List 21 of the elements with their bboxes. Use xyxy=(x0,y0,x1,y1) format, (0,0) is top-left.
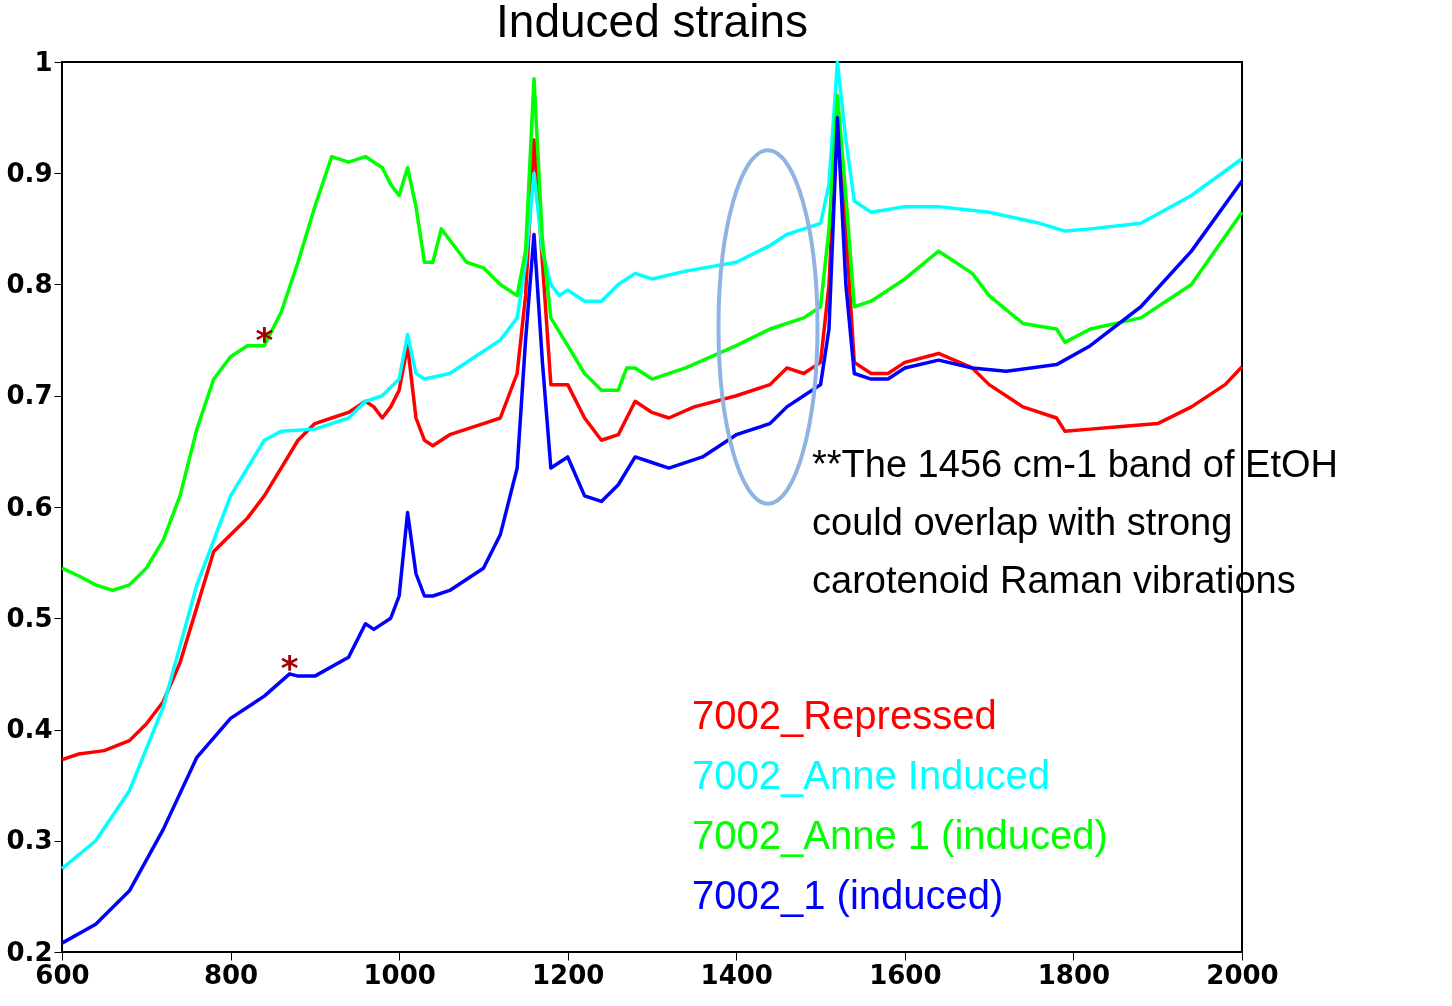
x-tick-label: 2000 xyxy=(1206,959,1279,990)
text: 7002_Repressed xyxy=(692,693,997,737)
text: 7002_Anne 1 (induced) xyxy=(692,813,1108,857)
x-tick-label: 1400 xyxy=(700,959,773,990)
y-tick-label: 0.3 xyxy=(6,825,53,856)
x-tick-label: 1600 xyxy=(869,959,942,990)
text: 7002_1 (induced) xyxy=(692,873,1004,917)
y-tick-label: 0.6 xyxy=(6,491,53,522)
y-tick-label: 1 xyxy=(34,46,53,77)
x-tick-label: 1200 xyxy=(532,959,605,990)
x-tick-label: 800 xyxy=(203,959,259,990)
y-tick-label: 0.7 xyxy=(6,380,53,411)
y-tick-label: 0.9 xyxy=(6,157,53,188)
text: 7002_Anne Induced xyxy=(692,753,1051,797)
y-tick-label: 0.4 xyxy=(6,714,53,744)
y-tick-label: 0.5 xyxy=(6,602,53,633)
annotation: * xyxy=(280,647,299,688)
x-tick-label: 1800 xyxy=(1037,959,1111,990)
y-tick-label: 0.8 xyxy=(6,269,53,299)
chart-title: Induced strains xyxy=(496,0,808,47)
x-tick-label: 1000 xyxy=(363,959,436,990)
